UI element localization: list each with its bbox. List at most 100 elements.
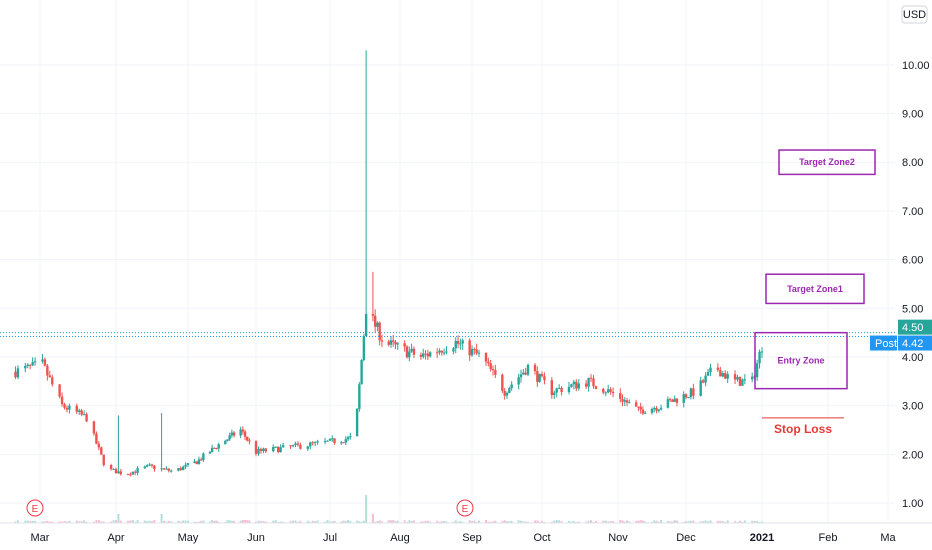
zone-box[interactable] <box>778 149 876 176</box>
time-axis[interactable]: Mar Apr May Jun Jul Aug Sep Oct Nov Dec 2021 Feb Ma <box>0 522 932 544</box>
candle-body <box>316 441 319 443</box>
candle-body <box>738 376 742 386</box>
volume-bar <box>408 520 411 523</box>
candle-body <box>224 440 227 445</box>
volume-bar <box>311 520 314 523</box>
price-axis[interactable]: 1.00 2.00 3.00 4.00 5.00 6.00 7.00 8.00 9.00 10.0… <box>902 60 930 510</box>
candle-body <box>644 412 647 414</box>
volume-bar <box>671 521 674 523</box>
candle-body <box>519 374 523 378</box>
volume-bar <box>230 520 233 523</box>
zone-label: Target Zone1 <box>787 284 843 294</box>
candle-body <box>594 386 598 389</box>
candle-body <box>659 407 663 410</box>
candle-body <box>184 464 187 467</box>
volume-bar <box>182 520 185 523</box>
volume-bar <box>282 521 285 523</box>
candle-body <box>16 368 20 378</box>
volume-bar <box>277 521 280 523</box>
candle-body <box>51 377 54 385</box>
candle-body <box>65 407 69 410</box>
zone-box[interactable] <box>754 331 848 390</box>
volume-bar <box>259 520 262 523</box>
volume-bar <box>724 521 727 523</box>
candle-body <box>241 429 245 432</box>
candle-body <box>572 381 576 385</box>
candle-body <box>274 446 277 448</box>
candle-body <box>371 314 375 316</box>
volume-bar <box>666 521 669 523</box>
earnings-marker-label: E <box>32 504 39 515</box>
currency-button[interactable]: USD <box>901 5 928 24</box>
candle-body <box>380 340 384 342</box>
volume-bar <box>699 521 702 523</box>
volume-bar <box>41 521 44 523</box>
candle-body <box>342 442 345 444</box>
candle-body <box>657 409 660 411</box>
volume-bar <box>193 521 196 523</box>
candle-body <box>228 435 231 440</box>
volume-bar <box>306 520 309 523</box>
volume-bar <box>299 520 302 523</box>
volume-bar <box>510 520 513 523</box>
candle-body <box>567 386 571 392</box>
volume-bar <box>392 520 395 523</box>
volume-bar <box>445 521 448 523</box>
candle-body <box>358 384 361 409</box>
volume-bar <box>51 521 54 523</box>
y-tick-label: 6.00 <box>902 255 923 267</box>
volume-bar <box>721 521 724 523</box>
candle-body <box>606 389 610 393</box>
candle-body <box>743 379 747 381</box>
volume-bar <box>289 520 292 523</box>
candle-body <box>162 468 166 470</box>
volume-bar <box>274 520 277 523</box>
volume-bar <box>501 521 504 523</box>
candle-body <box>117 471 120 474</box>
candle-body <box>668 399 672 401</box>
volume-bar <box>685 521 687 523</box>
volume-bar <box>590 520 593 523</box>
volume-bar <box>95 520 98 523</box>
earnings-marker[interactable]: E <box>456 499 474 517</box>
candle-body <box>394 341 397 345</box>
volume-bar <box>628 521 631 523</box>
volume-bar <box>426 520 429 523</box>
candle-body <box>419 354 423 357</box>
candle-body <box>760 351 764 353</box>
volume-bar <box>558 520 561 523</box>
earnings-marker[interactable]: E <box>26 499 44 517</box>
candle-body <box>150 464 154 466</box>
volume-bar <box>83 520 86 523</box>
candle-body <box>637 406 640 408</box>
candle-body <box>63 404 66 408</box>
zone-box[interactable] <box>765 273 865 305</box>
volume-bar <box>524 521 527 523</box>
candle-body <box>243 431 247 437</box>
volume-bar <box>29 521 32 523</box>
candle-body <box>28 364 32 366</box>
volume-bar <box>131 520 134 523</box>
x-tick-label: Feb <box>819 532 838 544</box>
volume-bar <box>163 520 165 523</box>
volume-bar <box>657 521 660 523</box>
candle-body <box>501 374 504 391</box>
candle-body <box>570 384 573 387</box>
candle-body <box>85 414 88 422</box>
volume-bar <box>296 521 299 523</box>
volume-bar <box>653 520 656 523</box>
candle-body <box>82 414 86 416</box>
candle-body <box>589 377 593 379</box>
volume-bar <box>16 520 19 523</box>
candle-body <box>456 340 460 344</box>
x-tick-label: Nov <box>608 532 628 544</box>
volume-bar <box>592 521 595 523</box>
candle-body <box>494 369 497 375</box>
volume-bar <box>208 521 211 523</box>
candle-body <box>709 367 712 372</box>
volume-bar <box>675 520 678 523</box>
candle-body <box>170 470 173 472</box>
volume-bar <box>148 520 151 523</box>
volume-bar <box>736 521 739 523</box>
